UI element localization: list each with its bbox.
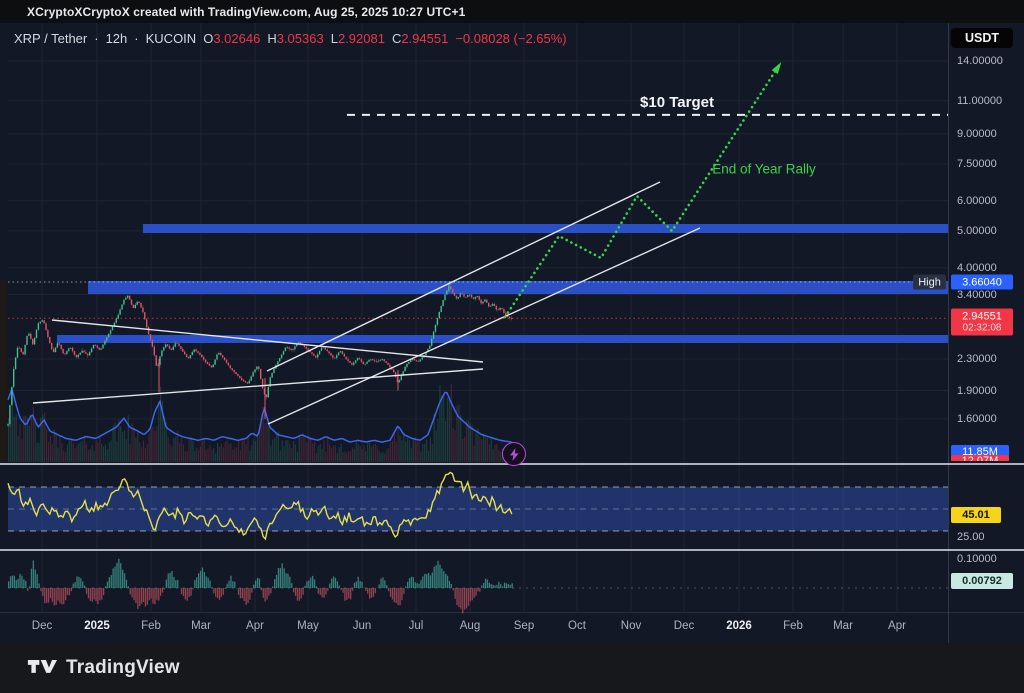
time-tick-Oct: Oct <box>568 620 586 632</box>
price-tick: 14.00000 <box>957 55 1003 67</box>
price-tick: 1.60000 <box>957 412 997 425</box>
time-tick-Dec: Dec <box>31 620 53 632</box>
time-tick-Apr: Apr <box>246 620 264 632</box>
price-tick: 7.50000 <box>957 158 997 170</box>
time-tick-Apr: Apr <box>888 620 906 632</box>
time-tick-Feb: Feb <box>141 620 161 632</box>
tradingview-logo-icon <box>27 660 57 673</box>
price-tick: 9.00000 <box>957 127 997 140</box>
time-tick-Mar: Mar <box>833 620 853 632</box>
symbol-name[interactable]: XRP / Tether <box>14 31 88 46</box>
interval-label[interactable]: 12h <box>105 31 128 46</box>
rsi-value-badge: 45.01 <box>951 506 1001 523</box>
time-tick-2026: 2026 <box>726 620 752 632</box>
time-tick-Mar: Mar <box>191 620 211 632</box>
time-tick-Jun: Jun <box>352 620 372 632</box>
exchange-label: KUCOIN <box>145 31 197 46</box>
time-tick-May: May <box>297 620 319 632</box>
time-tick-Sep: Sep <box>513 620 535 632</box>
symbol-header: XRP / Tether · 12h · KUCOIN O3.02646 H3.… <box>14 31 567 46</box>
time-tick-Aug: Aug <box>459 620 481 632</box>
separator-dot: · <box>94 31 99 46</box>
price-tick: 6.00000 <box>957 194 997 207</box>
rally-annotation[interactable]: End of Year Rally <box>712 161 816 177</box>
target-annotation[interactable]: $10 Target <box>640 93 714 111</box>
attribution-bar: XCryptoXCryptoX created with TradingView… <box>0 0 1024 23</box>
time-tick-Nov: Nov <box>620 620 642 632</box>
tradingview-logo-text: TradingView <box>66 657 180 678</box>
time-tick-Dec: Dec <box>673 620 695 632</box>
volume-badge-clipped: 12.07M <box>951 455 1009 461</box>
countdown-timer: 02:32:08 <box>962 322 1002 334</box>
high-label: High <box>913 274 946 290</box>
price-tick: 2.30000 <box>957 353 997 365</box>
footer-bar: TradingView <box>0 643 1024 693</box>
time-tick-2025: 2025 <box>84 620 110 632</box>
price-tick: 3.40000 <box>957 288 997 301</box>
ohlc-close: C2.94551 <box>391 31 449 46</box>
last-price-badge: 2.94551 02:32:08 <box>951 308 1013 336</box>
time-tick-Jul: Jul <box>408 620 424 632</box>
hist-tick: 0.10000 <box>957 553 997 565</box>
ohlc-low: L2.92081 <box>330 31 385 46</box>
separator-dot: · <box>134 31 139 46</box>
price-tick: 5.00000 <box>957 224 997 237</box>
high-price-badge: 3.66040 <box>951 274 1013 290</box>
rsi-tick: 25.00 <box>957 530 985 543</box>
lightning-icon[interactable] <box>502 442 526 466</box>
time-tick-Feb: Feb <box>783 620 803 632</box>
tradingview-logo[interactable]: TradingView <box>27 657 180 679</box>
hist-value-badge: 0.00792 <box>951 573 1013 589</box>
currency-toggle-button[interactable]: USDT <box>951 28 1013 48</box>
price-tick: 1.90000 <box>957 384 997 397</box>
ohlc-open: O3.02646 <box>203 31 261 46</box>
price-tick: 11.00000 <box>957 94 1003 107</box>
price-tick: 4.00000 <box>957 261 997 274</box>
ohlc-high: H3.05363 <box>267 31 324 46</box>
price-change: −0.08028 (−2.65%) <box>455 31 567 46</box>
attribution-text: XCryptoXCryptoX created with TradingView… <box>27 4 466 19</box>
